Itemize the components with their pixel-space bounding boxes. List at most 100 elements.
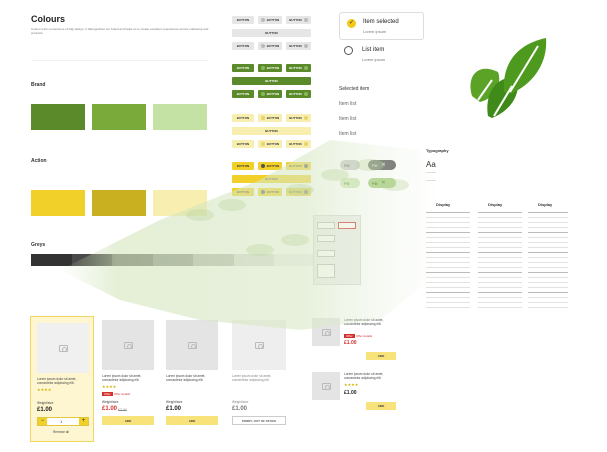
text-line <box>528 247 568 248</box>
text-line <box>528 307 568 308</box>
product-image <box>166 320 218 370</box>
button-label: BUTTON <box>266 66 280 70</box>
form-select[interactable] <box>317 250 335 257</box>
sample-button[interactable]: BUTTON <box>232 162 254 170</box>
sample-button[interactable]: BUTTON <box>286 90 311 98</box>
sample-button[interactable]: BUTTON <box>232 77 311 85</box>
product-card-highlighted[interactable]: Lorem ipsum dolor sit amet, consectetur … <box>30 316 94 442</box>
add-button[interactable]: ADD <box>366 402 396 410</box>
quantity-value[interactable]: 1 <box>60 419 63 424</box>
list-item-2[interactable]: Item list <box>339 116 357 122</box>
text-line <box>478 212 522 213</box>
list-item-1[interactable]: Item list <box>339 101 357 107</box>
quantity-stepper[interactable]: − 1 + <box>37 417 89 426</box>
product-card-list[interactable]: Lorem ipsum dolor sit amet, consectetur … <box>312 370 398 414</box>
sample-button[interactable]: BUTTON <box>232 127 311 135</box>
action-swatch-3 <box>153 190 207 216</box>
close-icon[interactable]: ✕ <box>381 162 386 168</box>
form-input[interactable] <box>317 235 335 242</box>
sample-button[interactable]: BUTTON <box>258 90 282 98</box>
product-card-out-of-stock[interactable]: Lorem ipsum dolor sit amet, consectetur … <box>230 316 290 442</box>
sample-button[interactable]: BUTTON <box>286 42 311 50</box>
form-input[interactable] <box>317 222 335 229</box>
product-card-list[interactable]: Lorem ipsum dolor sit amet, consectetur … <box>312 316 398 366</box>
text-line <box>426 292 470 293</box>
add-button[interactable]: ADD <box>102 416 154 425</box>
sample-button[interactable]: BUTTON <box>232 175 311 183</box>
was-price: £2.00 <box>118 408 127 412</box>
form-input-error[interactable] <box>338 222 356 229</box>
sample-button[interactable]: BUTTON <box>232 64 254 72</box>
product-desc: Lorem ipsum dolor sit amet, consectetur … <box>344 318 384 326</box>
offer-details-link[interactable]: Offer details <box>356 334 373 338</box>
sample-button[interactable]: BUTTON <box>258 64 282 72</box>
text-line <box>478 302 522 303</box>
add-button[interactable]: ADD <box>166 416 218 425</box>
sample-button[interactable]: BUTTON <box>286 140 311 148</box>
product-weight: Weight/size <box>37 401 54 405</box>
product-image <box>312 372 340 400</box>
sample-button[interactable]: BUTTON <box>232 140 254 148</box>
text-line <box>478 252 522 253</box>
button-label: BUTTON <box>289 116 302 120</box>
product-image <box>102 320 154 370</box>
close-icon[interactable]: ✕ <box>381 180 386 186</box>
sample-button[interactable]: BUTTON <box>258 188 282 196</box>
sample-button[interactable]: BUTTON <box>258 140 282 148</box>
pill-dark[interactable]: Pill ✕ <box>368 160 396 170</box>
sample-button[interactable]: BUTTON <box>258 114 282 122</box>
selected-item-card[interactable]: ✓ Item selected Lorem ipsum <box>339 12 424 40</box>
pill-light-green[interactable]: Pill <box>340 178 360 188</box>
list-item-3[interactable]: Item list <box>339 131 357 137</box>
selected-item-title: Item selected <box>363 19 399 25</box>
text-line <box>426 262 470 263</box>
text-line <box>426 227 470 228</box>
remove-all-link[interactable]: Remove all <box>53 430 69 434</box>
text-line <box>528 262 568 263</box>
check-icon <box>260 116 265 120</box>
sample-button[interactable]: BUTTON <box>232 42 254 50</box>
plus-button[interactable]: + <box>79 418 88 425</box>
sample-button[interactable]: BUTTON <box>286 114 311 122</box>
camera-icon <box>254 341 264 349</box>
action-swatch-2 <box>92 190 146 216</box>
sample-button[interactable]: BUTTON <box>232 114 254 122</box>
greys-heading: Greys <box>31 242 46 248</box>
sample-button[interactable]: BUTTON <box>232 29 311 37</box>
text-line <box>478 267 522 268</box>
button-label: BUTTON <box>236 66 250 70</box>
sample-button[interactable]: BUTTON <box>232 188 254 196</box>
product-desc: Lorem ipsum dolor sit amet, consectetur … <box>166 374 206 382</box>
text-line <box>478 297 522 298</box>
pill-green[interactable]: Pill ✕ <box>368 178 396 188</box>
pill-label: Pill <box>372 180 378 186</box>
sample-button[interactable]: BUTTON <box>232 90 254 98</box>
pill-grey[interactable]: Pill <box>340 160 360 170</box>
sample-button[interactable]: BUTTON <box>258 42 282 50</box>
sample-button[interactable]: BUTTON <box>258 162 282 170</box>
sample-button[interactable]: BUTTON <box>286 162 311 170</box>
text-line <box>528 282 568 283</box>
form-textarea[interactable] <box>317 264 335 278</box>
rating-stars: ★★★★ <box>344 382 359 387</box>
offer-details-link[interactable]: Offer details <box>114 392 131 396</box>
add-button[interactable]: ADD <box>366 352 396 360</box>
text-line <box>478 307 522 308</box>
sample-button[interactable]: BUTTON <box>286 64 311 72</box>
rating-stars: ★★★★ <box>37 387 52 392</box>
grey-swatch <box>193 254 234 266</box>
product-card-offer[interactable]: Lorem ipsum dolor sit amet, consectetur … <box>100 316 156 442</box>
close-icon <box>303 190 308 194</box>
product-card[interactable]: Lorem ipsum dolor sit amet, consectetur … <box>164 316 220 442</box>
minus-button[interactable]: − <box>38 418 47 425</box>
sample-button[interactable]: BUTTON <box>286 16 311 24</box>
text-line <box>426 267 470 268</box>
sample-button[interactable]: BUTTON <box>286 188 311 196</box>
text-line <box>528 297 568 298</box>
product-desc: Lorem ipsum dolor sit amet, consectetur … <box>37 377 77 385</box>
sample-button[interactable]: BUTTON <box>232 16 254 24</box>
text-line <box>426 302 470 303</box>
button-label: BUTTON <box>236 142 250 146</box>
list-item-radio[interactable] <box>344 46 353 55</box>
sample-button[interactable]: BUTTON <box>258 16 282 24</box>
